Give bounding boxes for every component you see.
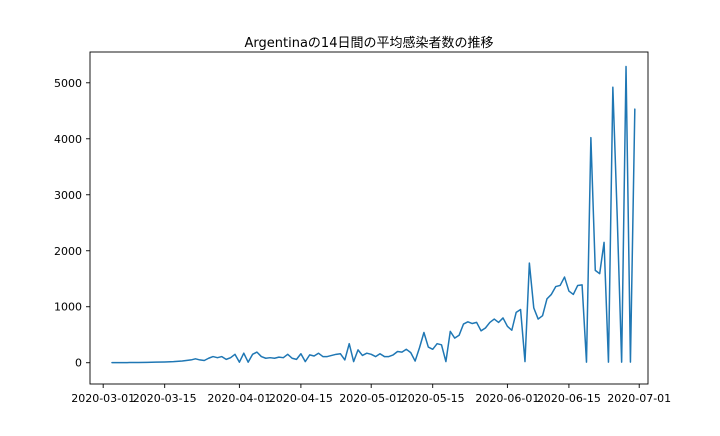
x-tick-label: 2020-06-01 [475, 392, 539, 405]
x-tick-label: 2020-05-01 [339, 392, 403, 405]
y-tick-label: 3000 [54, 189, 82, 202]
x-tick-label: 2020-04-01 [207, 392, 271, 405]
y-tick-label: 4000 [54, 133, 82, 146]
x-tick-label: 2020-03-01 [71, 392, 135, 405]
plot-area [89, 51, 649, 385]
series-line [111, 65, 636, 364]
chart-title: Argentinaの14日間の平均感染者数の推移 [245, 35, 494, 51]
y-tick-label: 0 [75, 357, 82, 370]
x-tick-label: 2020-05-15 [401, 392, 465, 405]
x-tick-label: 2020-03-15 [133, 392, 197, 405]
y-axis: 0 1000 2000 3000 4000 5000 [54, 77, 90, 370]
y-tick-label: 1000 [54, 301, 82, 314]
x-tick-label: 2020-07-01 [607, 392, 671, 405]
y-tick-label: 2000 [54, 245, 82, 258]
series-layer [111, 65, 636, 364]
y-tick-label: 5000 [54, 77, 82, 90]
x-tick-label: 2020-04-15 [269, 392, 333, 405]
x-tick-label: 2020-06-15 [537, 392, 601, 405]
